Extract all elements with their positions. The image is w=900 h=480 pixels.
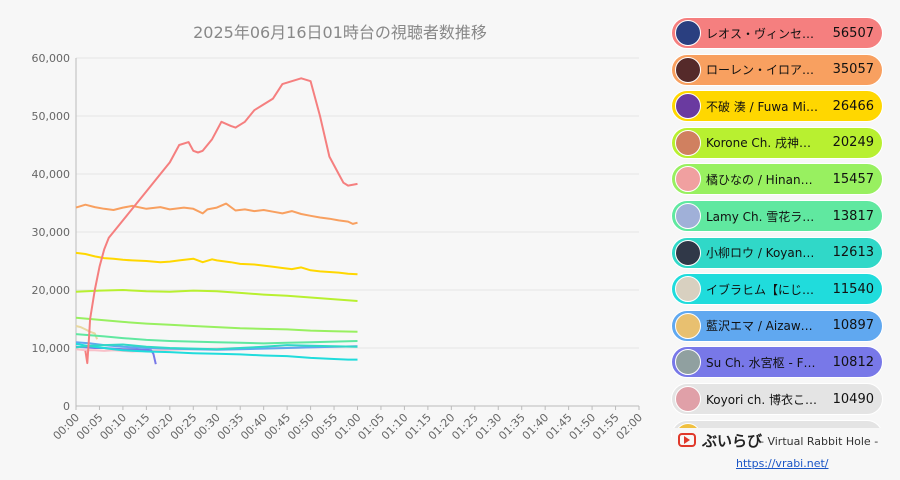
legend-name: イブラヒム【にじ…	[706, 282, 815, 297]
legend-value: 35057	[832, 62, 874, 78]
legend-name: Koyori ch. 博衣こ…	[706, 392, 817, 407]
avatar	[675, 20, 701, 46]
legend-value: 56507	[832, 25, 874, 41]
legend-item[interactable]: レオス・ヴィンセ… 56507	[671, 17, 883, 49]
legend-name: 不破 湊 / Fuwa Mi…	[706, 99, 819, 114]
series-line	[75, 343, 358, 351]
avatar	[675, 312, 701, 339]
legend-value: 20249	[832, 135, 874, 151]
series-line	[75, 333, 358, 345]
legend-value: 15457	[832, 171, 874, 187]
avatar	[675, 239, 701, 266]
series-line	[75, 251, 358, 276]
footer-brand: ぶいらび	[702, 432, 763, 450]
legend-value: 10897	[832, 318, 874, 334]
legend-item[interactable]: 小柳ロウ / Koyan… 12613	[671, 236, 883, 269]
legend-item[interactable]: Su Ch. 水宮枢 - F… 10812	[671, 346, 883, 379]
legend-name: 小柳ロウ / Koyan…	[706, 246, 815, 261]
y-tick-label: 50,000	[32, 110, 71, 123]
legend-value: 10490	[832, 391, 874, 407]
legend-name: ローレン・イロア…	[706, 63, 815, 78]
legend-value: 10812	[832, 354, 874, 370]
legend-name: レオス・ヴィンセ…	[706, 26, 815, 41]
legend: レオス・ヴィンセ… 56507 ローレン・イロア… 35057 不破 湊 / Fuwa …	[671, 13, 899, 437]
y-tick-label: 10,000	[32, 342, 71, 355]
footer: ぶいらび - Virtual Rabbit Hole - https://vra…	[672, 428, 900, 480]
footer-subtitle: - Virtual Rabbit Hole -	[760, 435, 879, 448]
series-line	[75, 325, 99, 340]
legend-item[interactable]: イブラヒム【にじ… 11540	[671, 273, 883, 306]
avatar	[675, 93, 701, 120]
x-tick-label: 02:00	[614, 411, 646, 443]
legend-name: Korone Ch. 戌神…	[706, 136, 812, 151]
avatar	[675, 349, 701, 376]
legend-name: 藍沢エマ / Aizaw…	[706, 319, 813, 334]
legend-item[interactable]: Lamy Ch. 雪花ラ… 13817	[671, 200, 883, 232]
y-tick-label: 60,000	[32, 52, 71, 65]
legend-item[interactable]: Korone Ch. 戌神… 20249	[671, 126, 883, 159]
series-line	[84, 77, 358, 365]
footer-link[interactable]: https://vrabi.net/	[736, 457, 829, 470]
series-line	[75, 316, 358, 333]
y-tick-label: 30,000	[32, 226, 71, 239]
legend-value: 11540	[832, 281, 874, 297]
series-line	[75, 202, 358, 225]
legend-value: 12613	[832, 245, 874, 261]
legend-item[interactable]: 藍沢エマ / Aizaw… 10897	[671, 309, 883, 342]
play-logo-icon	[678, 433, 696, 447]
y-tick-label: 0	[63, 400, 70, 413]
legend-name: 橘ひなの / Hinan…	[706, 172, 813, 187]
y-tick-label: 40,000	[32, 168, 71, 181]
avatar	[675, 386, 701, 412]
avatar	[675, 276, 701, 303]
legend-item[interactable]: 橘ひなの / Hinan… 15457	[671, 163, 883, 196]
legend-value: 26466	[832, 98, 874, 114]
chart-title: 2025年06月16日01時台の視聴者数推移	[193, 23, 487, 42]
y-tick-label: 20,000	[32, 284, 71, 297]
avatar	[675, 203, 701, 229]
legend-name: Su Ch. 水宮枢 - F…	[706, 355, 816, 370]
legend-item[interactable]: Koyori ch. 博衣こ… 10490	[671, 383, 883, 415]
legend-name: Lamy Ch. 雪花ラ…	[706, 209, 815, 224]
avatar	[675, 56, 701, 83]
series-line	[75, 289, 358, 302]
legend-value: 13817	[832, 208, 874, 224]
series-line	[75, 342, 358, 361]
avatar	[675, 166, 701, 193]
avatar	[675, 129, 701, 156]
legend-item[interactable]: ローレン・イロア… 35057	[671, 53, 883, 86]
legend-item[interactable]: 不破 湊 / Fuwa Mi… 26466	[671, 90, 883, 123]
